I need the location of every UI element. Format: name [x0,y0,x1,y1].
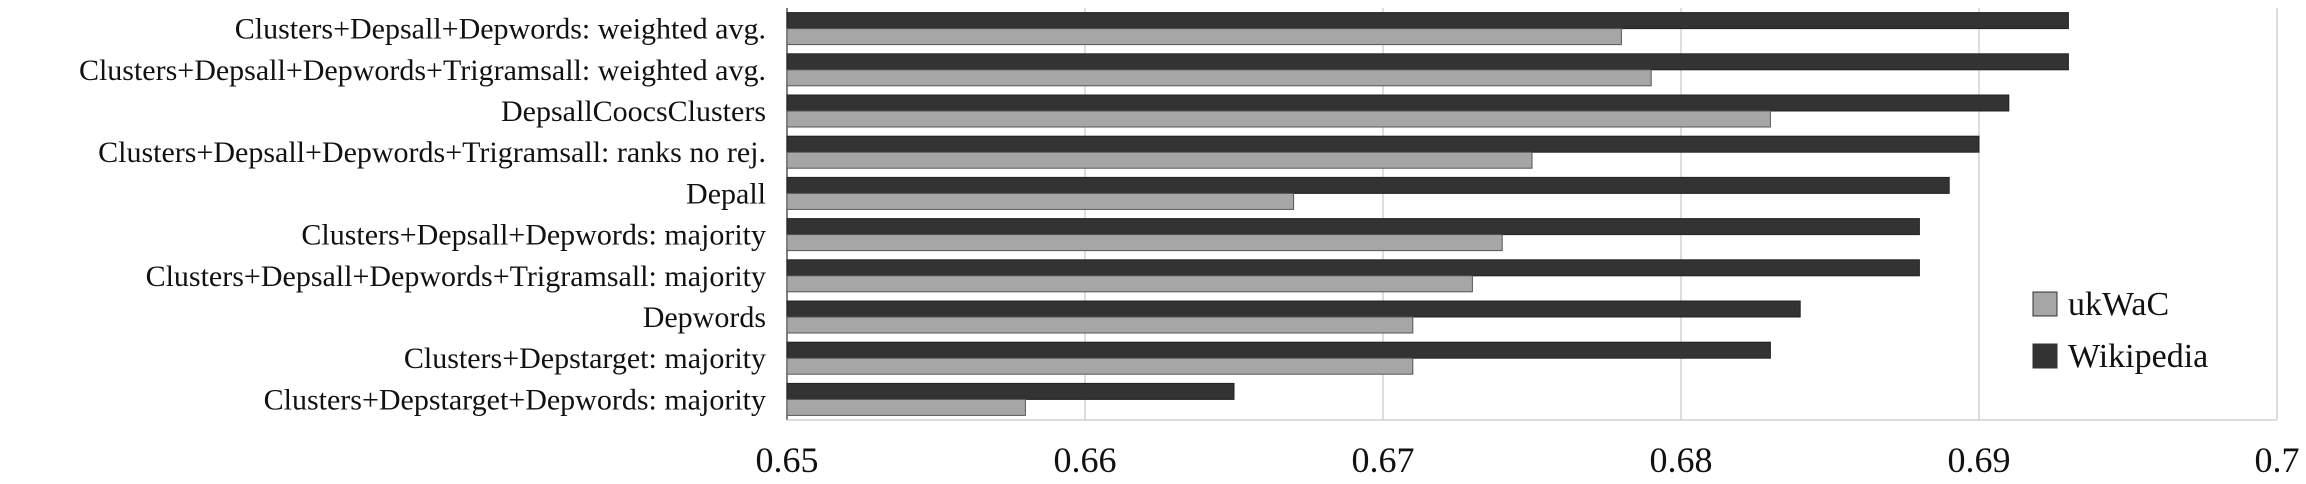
bar-ukwac [786,316,1414,334]
bar-wikipedia [786,300,1801,318]
bar-ukwac [786,28,1622,46]
category-label: Clusters+Depsall+Depwords: weighted avg. [235,13,766,46]
legend-label: Wikipedia [2068,338,2208,375]
bar-wikipedia [786,341,1771,359]
x-tick-label: 0.66 [1054,440,1117,480]
bar-ukwac [786,357,1414,375]
bar-wikipedia [786,382,1235,400]
bar-ukwac [786,69,1652,87]
bars-group [786,12,2069,416]
x-tick-label: 0.65 [756,440,819,480]
category-label: Depwords [643,301,766,334]
x-tick-label: 0.67 [1352,440,1415,480]
legend-swatch [2032,291,2058,317]
category-label: Clusters+Depsall+Depwords+Trigramsall: r… [98,136,766,169]
x-tick-labels: 0.65 0.66 0.67 0.68 0.69 0.7 [756,440,2300,480]
bar-wikipedia [786,12,2069,30]
category-labels: Clusters+Depsall+Depwords: weighted avg.… [79,13,766,417]
category-label: Clusters+Depstarget+Depwords: majority [264,383,766,416]
category-label: Depall [686,177,766,210]
bar-ukwac [786,192,1295,210]
bar-ukwac [786,151,1533,169]
x-tick-label: 0.68 [1650,440,1713,480]
category-label: Clusters+Depsall+Depwords+Trigramsall: m… [146,260,766,293]
x-tick-label: 0.7 [2255,440,2300,480]
legend: ukWaC Wikipedia [2032,286,2208,375]
bar-ukwac [786,398,1026,416]
bar-ukwac [786,110,1771,128]
legend-label: ukWaC [2068,286,2169,323]
legend-swatch [2032,343,2058,369]
bar-ukwac [786,234,1503,252]
bar-wikipedia [786,218,1920,236]
category-label: DepsallCoocsClusters [501,95,766,128]
bar-wikipedia [786,259,1920,277]
bar-wikipedia [786,135,1980,153]
bar-wikipedia [786,94,2010,112]
category-label: Clusters+Depsall+Depwords+Trigramsall: w… [79,54,766,87]
bar-ukwac [786,275,1473,293]
x-tick-label: 0.69 [1948,440,2011,480]
bar-wikipedia [786,53,2069,71]
category-label: Clusters+Depsall+Depwords: majority [301,219,766,252]
category-label: Clusters+Depstarget: majority [404,342,766,375]
bar-wikipedia [786,176,1950,194]
